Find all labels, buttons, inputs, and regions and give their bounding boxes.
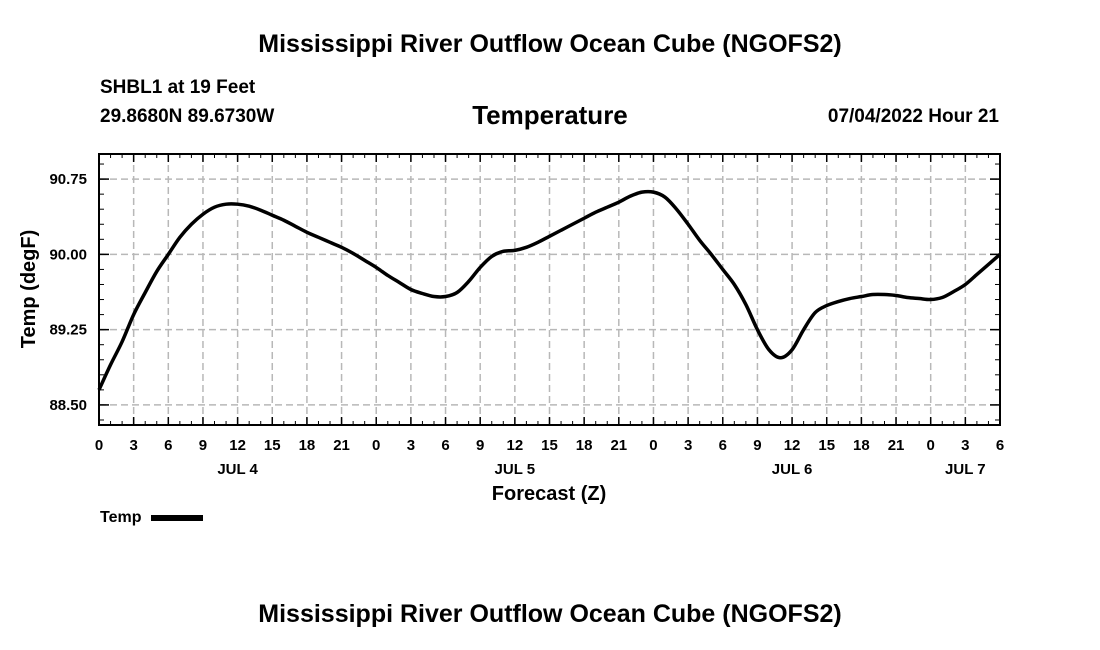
chart-title: Temperature bbox=[472, 100, 628, 130]
day-label: JUL 4 bbox=[217, 461, 258, 478]
legend: Temp bbox=[100, 509, 204, 527]
x-tick-label: 15 bbox=[818, 437, 835, 454]
x-tick-label: 12 bbox=[507, 437, 524, 454]
temp-series-line bbox=[97, 189, 1002, 391]
x-tick-label: 0 bbox=[927, 437, 935, 454]
y-axis-label: Temp (degF) bbox=[18, 230, 40, 349]
series-layer bbox=[97, 189, 1002, 391]
grid-lines bbox=[99, 154, 1000, 425]
station-label: SHBL1 at 19 Feet bbox=[100, 77, 256, 98]
footer-title: Mississippi River Outflow Ocean Cube (NG… bbox=[258, 600, 842, 628]
x-tick-label: 9 bbox=[476, 437, 484, 454]
x-tick-label: 12 bbox=[229, 437, 246, 454]
x-tick-label: 18 bbox=[299, 437, 316, 454]
y-tick-label: 89.25 bbox=[49, 322, 87, 339]
x-tick-label: 3 bbox=[684, 437, 692, 454]
x-tick-label: 3 bbox=[407, 437, 415, 454]
x-tick-label: 15 bbox=[541, 437, 558, 454]
x-tick-label: 15 bbox=[264, 437, 281, 454]
x-tick-label: 9 bbox=[199, 437, 207, 454]
x-tick-label: 6 bbox=[719, 437, 727, 454]
x-axis: 0 3 6 9 12 15 18 21 0 3 6 9 12 15 18 21 0 3 6 9 12 15 18 21 0 3 6J… bbox=[95, 154, 1004, 478]
y-tick-label: 88.50 bbox=[49, 397, 87, 414]
legend-label: Temp bbox=[100, 509, 142, 526]
day-label: JUL 7 bbox=[945, 461, 986, 478]
datetime-label: 07/04/2022 Hour 21 bbox=[827, 106, 999, 127]
x-tick-label: 0 bbox=[95, 437, 103, 454]
legend-line-swatch bbox=[151, 515, 204, 521]
x-tick-label: 9 bbox=[753, 437, 761, 454]
x-tick-label: 18 bbox=[576, 437, 593, 454]
y-tick-label: 90.00 bbox=[49, 246, 87, 263]
x-tick-label: 0 bbox=[649, 437, 657, 454]
day-label: JUL 5 bbox=[495, 461, 536, 478]
x-tick-label: 21 bbox=[333, 437, 350, 454]
x-axis-label: Forecast (Z) bbox=[492, 483, 606, 505]
x-tick-label: 3 bbox=[961, 437, 969, 454]
x-tick-label: 0 bbox=[372, 437, 380, 454]
plot-frame bbox=[98, 153, 1001, 426]
x-tick-label: 3 bbox=[129, 437, 137, 454]
x-tick-label: 18 bbox=[853, 437, 870, 454]
x-tick-label: 6 bbox=[164, 437, 172, 454]
coordinates-label: 29.8680N 89.6730W bbox=[100, 106, 275, 127]
x-tick-label: 12 bbox=[784, 437, 801, 454]
x-tick-label: 6 bbox=[996, 437, 1004, 454]
y-tick-label: 90.75 bbox=[49, 171, 87, 188]
day-label: JUL 6 bbox=[772, 461, 813, 478]
x-tick-label: 21 bbox=[610, 437, 627, 454]
x-tick-label: 6 bbox=[441, 437, 449, 454]
y-axis: 88.50 89.25 90.00 90.75 bbox=[49, 163, 1000, 421]
page-title: Mississippi River Outflow Ocean Cube (NG… bbox=[258, 30, 842, 58]
x-tick-label: 21 bbox=[888, 437, 905, 454]
